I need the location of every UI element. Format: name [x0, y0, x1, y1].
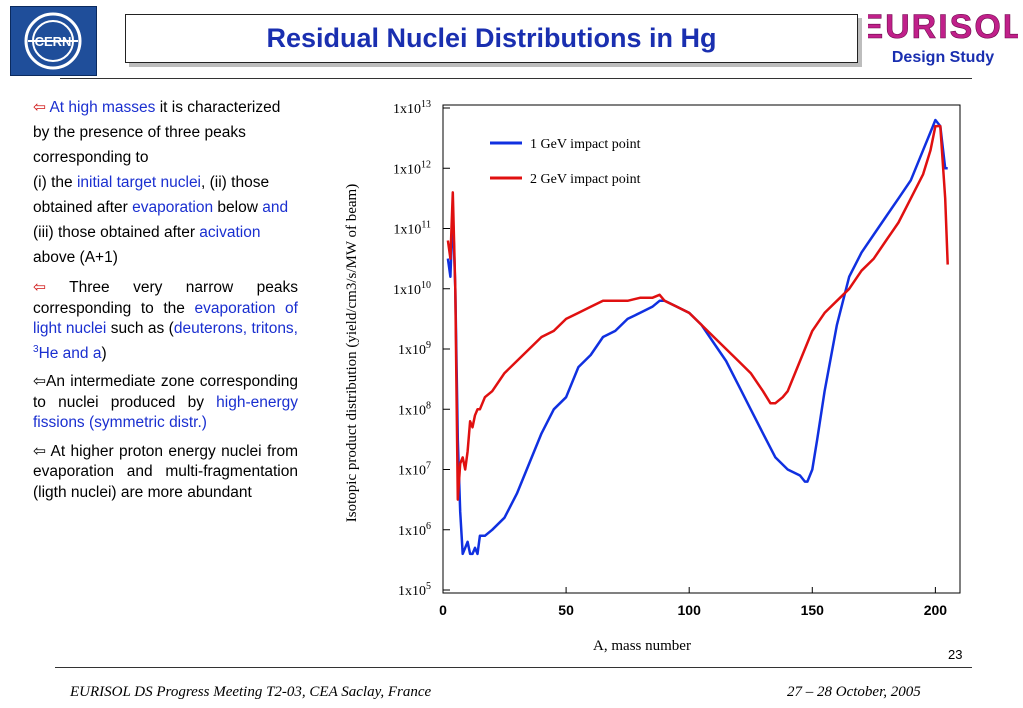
cern-logo: CERN — [10, 6, 97, 76]
residual-nuclei-chart: 1x1013 1x1012 1x1011 1x1010 1x109 1x108 1x107 1… — [344, 99, 961, 654]
cern-logo-text: CERN — [35, 34, 72, 49]
y-tick-label: 1x105 — [398, 581, 431, 599]
text-span: ) — [101, 344, 107, 362]
eurisol-logo-text: EURISOL — [868, 8, 1018, 46]
text-span: 3 — [33, 343, 39, 355]
paragraph-high-masses: ⇦ At high masses it is characterized by … — [33, 95, 298, 270]
legend-label: 1 GeV impact point — [530, 137, 641, 152]
y-axis-ticks: 1x1013 1x1012 1x1011 1x1010 1x109 1x108 1x107 1… — [393, 99, 450, 599]
text-span: high-energy fissions (symmetric distr.) — [33, 393, 298, 432]
eurisol-subtitle: Design Study — [892, 49, 994, 66]
arrow-bullet-icon: ⇦ — [33, 279, 46, 296]
x-axis-ticks: 0 50 100 150 200 — [439, 587, 947, 618]
x-tick-label: 50 — [558, 602, 574, 618]
x-axis-label: A, mass number — [593, 638, 691, 654]
chart-legend: 1 GeV impact point 2 GeV impact point — [490, 137, 641, 187]
arrow-bullet-icon: ⇦ — [33, 442, 46, 460]
arrow-bullet-icon: ⇦ — [33, 99, 46, 116]
text-span: above (A+1) — [33, 249, 118, 266]
series-lines — [446, 118, 949, 556]
text-span: it is characterized by the presence of t… — [33, 99, 281, 166]
x-tick-label: 0 — [439, 602, 447, 618]
x-tick-label: 150 — [801, 602, 825, 618]
y-tick-label: 1x109 — [398, 340, 431, 358]
text-span: and — [262, 199, 289, 216]
text-span: Three very narrow peaks corresponding to… — [33, 279, 298, 317]
title-box: Residual Nuclei Distributions in Hg — [125, 14, 858, 63]
text-span: deuterons, tritons, — [173, 320, 298, 337]
y-tick-label: 1x1011 — [393, 220, 431, 238]
y-tick-label: 1x1012 — [393, 159, 431, 177]
text-span: At higher proton energy nuclei from evap… — [33, 442, 298, 501]
cern-emblem-icon: CERN — [24, 12, 82, 70]
text-span: below — [213, 199, 263, 216]
text-span: acivation — [199, 224, 261, 241]
paragraph-narrow-peaks: ⇦ Three very narrow peaks corresponding … — [33, 278, 298, 364]
page-title: Residual Nuclei Distributions in Hg — [266, 23, 717, 53]
text-span: evaporation — [132, 199, 214, 216]
y-tick-label: 1x106 — [398, 521, 431, 539]
page-number: 23 — [948, 647, 963, 662]
paragraph-intermediate-zone: ⇦An intermediate zone corresponding to n… — [33, 372, 298, 434]
series-line-1 — [446, 118, 948, 556]
text-span: (iii) those obtained after — [33, 224, 200, 241]
series-line-2 — [446, 124, 949, 501]
text-span: At high masses — [49, 99, 156, 116]
x-tick-label: 200 — [924, 602, 948, 618]
y-axis-label: Isotopic product distribution (yield/cm3… — [344, 184, 360, 522]
text-span: initial target nuclei — [76, 174, 202, 191]
paragraph-higher-energy: ⇦ At higher proton energy nuclei from ev… — [33, 442, 298, 504]
footer-meeting: EURISOL DS Progress Meeting T2-03, CEA S… — [70, 684, 432, 700]
y-tick-label: 1x1013 — [393, 99, 431, 117]
footer-date: 27 – 28 October, 2005 — [787, 684, 921, 700]
text-span: evaporation of light nuclei — [33, 299, 298, 338]
footer-divider — [55, 667, 972, 668]
x-tick-label: 100 — [678, 602, 702, 618]
text-span: , (ii) those obtained after — [33, 174, 270, 216]
legend-label: 2 GeV impact point — [530, 172, 641, 187]
text-span: He and a — [38, 344, 102, 362]
eurisol-logo: EURISOL Design Study — [860, 8, 1023, 68]
y-tick-label: 1x108 — [398, 400, 431, 418]
text-column: ⇦ At high masses it is characterized by … — [33, 95, 298, 511]
text-span: (i) the — [33, 174, 77, 191]
y-tick-label: 1x1010 — [393, 280, 431, 298]
y-tick-label: 1x107 — [398, 461, 431, 479]
arrow-bullet-icon: ⇦ — [33, 373, 46, 391]
header-divider — [60, 78, 972, 79]
text-span: such as ( — [106, 320, 174, 337]
text-span: An intermediate zone corresponding to nu… — [33, 373, 298, 411]
